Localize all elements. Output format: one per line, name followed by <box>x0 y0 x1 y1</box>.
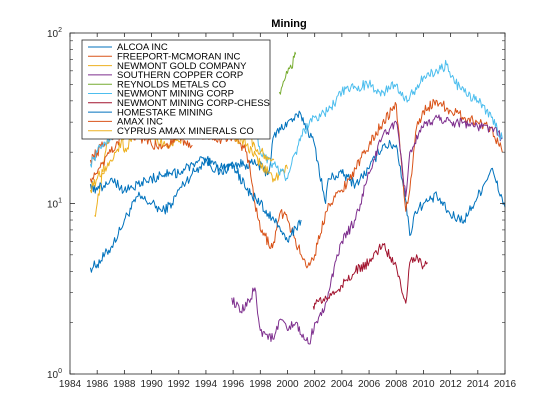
series-line-alcoa-inc <box>89 110 506 273</box>
series-line-southern-copper-corp <box>231 114 503 345</box>
series-line-newmont-mining-corp-chess <box>312 243 428 310</box>
x-tick-label: 1984 <box>59 379 82 390</box>
x-tick-label: 2010 <box>412 379 435 390</box>
x-tick-label: 2006 <box>358 379 381 390</box>
legend-box <box>81 39 271 140</box>
x-tick-label: 1996 <box>222 379 245 390</box>
x-tick-label: 2002 <box>304 379 327 390</box>
legend-entry: HOMESTAKE MINING <box>117 107 213 118</box>
y-tick-label: 101 <box>47 198 62 211</box>
legend-entry: NEWMONT GOLD COMPANY <box>117 61 247 72</box>
legend-entry: ALCOA INC <box>117 42 168 53</box>
legend-entry: CYPRUS AMAX MINERALS CO <box>117 126 254 137</box>
legend-entry: FREEPORT-MCMORAN INC <box>117 52 240 63</box>
axes: 1984 1986 1988 1990 1992 1994 1996 1998 2000 2002… <box>47 27 517 390</box>
legend-entry: SOUTHERN COPPER CORP <box>117 70 243 81</box>
x-tick-label: 2004 <box>331 379 354 390</box>
x-tick-label: 2000 <box>276 379 299 390</box>
legend-entry: NEWMONT MINING CORP <box>117 89 234 100</box>
x-tick-label: 1988 <box>113 379 136 390</box>
x-tick-label: 2012 <box>440 379 463 390</box>
y-tick-label: 102 <box>47 27 62 40</box>
legend-entry: NEWMONT MINING CORP-CHESS <box>117 98 270 109</box>
x-tick-label: 1994 <box>195 379 218 390</box>
x-tick-label: 2016 <box>494 379 517 390</box>
x-tick-label: 2008 <box>385 379 408 390</box>
x-tick-label: 1986 <box>86 379 109 390</box>
chart-title: Mining <box>271 18 306 30</box>
series-line-reynolds-metals-co <box>278 51 297 95</box>
legend-entry: AMAX INC <box>117 117 163 128</box>
x-tick-label: 1998 <box>249 379 272 390</box>
x-tick-label: 2014 <box>467 379 490 390</box>
x-tick-label: 1992 <box>168 379 191 390</box>
series-line-homestake-mining <box>89 155 302 243</box>
x-tick-label: 1990 <box>140 379 163 390</box>
legend-entry: REYNOLDS METALS CO <box>117 79 226 90</box>
